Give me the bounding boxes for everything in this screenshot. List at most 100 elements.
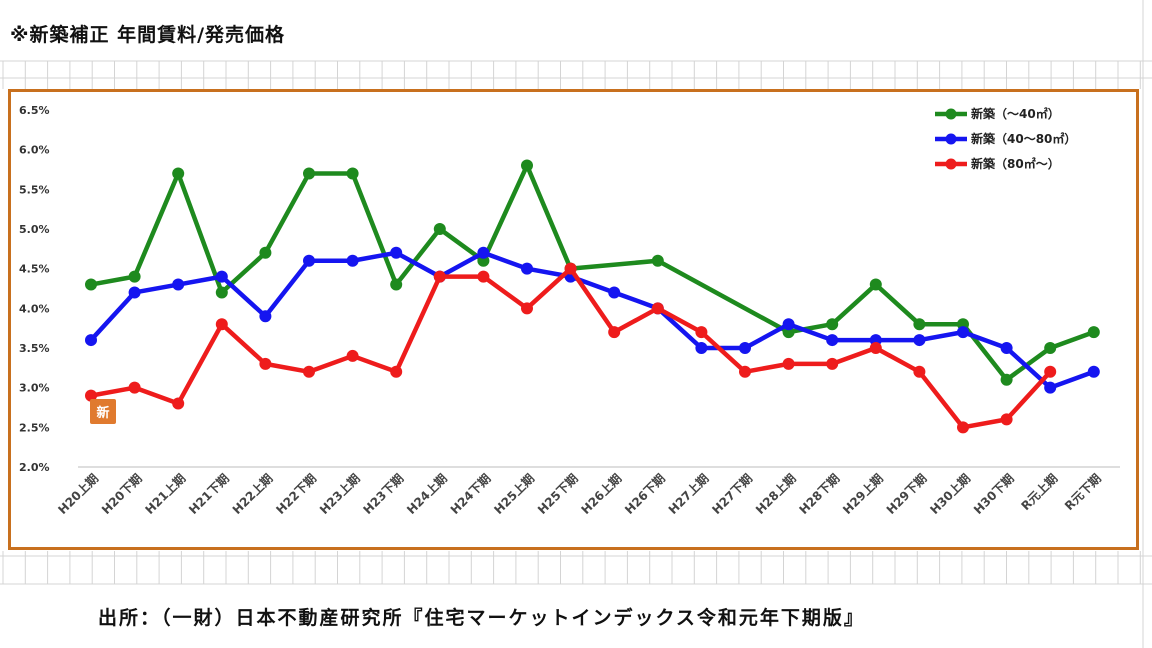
data-point bbox=[85, 334, 97, 347]
x-tick-label: H25下期 bbox=[534, 471, 580, 517]
data-point bbox=[1044, 365, 1057, 378]
y-tick-label: 6.0% bbox=[19, 144, 50, 157]
data-point bbox=[1044, 381, 1057, 394]
page-title: ※新築補正 年間賃料/発売価格 bbox=[10, 24, 286, 46]
data-point bbox=[564, 262, 577, 275]
data-point bbox=[913, 318, 926, 331]
data-point bbox=[172, 167, 185, 180]
data-point bbox=[608, 286, 621, 299]
data-point bbox=[695, 326, 708, 339]
x-tick-label: H30下期 bbox=[970, 471, 1016, 517]
data-point bbox=[215, 318, 228, 331]
data-point bbox=[651, 302, 664, 315]
y-tick-label: 3.5% bbox=[19, 342, 50, 355]
data-point bbox=[128, 286, 141, 299]
x-tick-label: R元下期 bbox=[1061, 471, 1104, 514]
data-point bbox=[128, 270, 141, 283]
data-point bbox=[1087, 326, 1100, 339]
x-tick-label: H27上期 bbox=[665, 471, 711, 517]
y-tick-label: 2.0% bbox=[19, 461, 50, 474]
x-tick-label: H25上期 bbox=[491, 471, 537, 517]
data-point bbox=[303, 254, 315, 267]
data-point bbox=[782, 357, 795, 370]
data-point bbox=[172, 278, 185, 291]
data-point bbox=[695, 342, 708, 354]
data-point bbox=[477, 246, 490, 259]
x-tick-label: H28上期 bbox=[752, 471, 798, 517]
x-tick-label: H26下期 bbox=[621, 471, 667, 517]
stamp-background bbox=[90, 399, 116, 424]
x-tick-label: H27下期 bbox=[709, 471, 755, 517]
x-tick-label: H24下期 bbox=[447, 471, 493, 517]
data-point bbox=[739, 365, 751, 378]
data-point bbox=[259, 357, 272, 370]
data-point bbox=[869, 342, 882, 354]
data-point bbox=[739, 342, 751, 354]
stamp-icon: 新 bbox=[90, 399, 116, 424]
x-tick-label: H28下期 bbox=[796, 471, 842, 517]
data-point bbox=[172, 397, 185, 410]
x-tick-label: H21下期 bbox=[185, 471, 231, 517]
x-tick-label: H29上期 bbox=[839, 471, 885, 517]
data-point bbox=[826, 318, 839, 331]
data-point bbox=[1000, 342, 1013, 354]
y-tick-label: 5.0% bbox=[19, 223, 50, 236]
data-point bbox=[521, 262, 533, 275]
data-point bbox=[390, 246, 403, 259]
data-point bbox=[608, 326, 621, 339]
legend-marker bbox=[945, 108, 957, 120]
y-tick-label: 5.5% bbox=[19, 183, 50, 196]
data-point bbox=[390, 278, 403, 291]
data-point bbox=[346, 167, 359, 180]
x-tick-label: H20下期 bbox=[98, 471, 144, 517]
data-point bbox=[477, 270, 490, 283]
x-tick-label: H22上期 bbox=[229, 471, 275, 517]
x-tick-label: H23上期 bbox=[316, 471, 362, 517]
data-point bbox=[913, 365, 926, 378]
data-point bbox=[215, 270, 228, 283]
x-tick-label: H29下期 bbox=[883, 471, 929, 517]
data-point bbox=[782, 318, 795, 331]
series-line bbox=[90, 266, 1052, 430]
data-point bbox=[957, 326, 969, 339]
data-point bbox=[346, 254, 359, 267]
x-tick-label: H21上期 bbox=[142, 471, 188, 517]
data-point bbox=[346, 349, 359, 362]
data-point bbox=[913, 334, 926, 347]
data-point bbox=[826, 357, 839, 370]
x-tick-label: H26上期 bbox=[578, 471, 624, 517]
legend-label: 新築（40～80㎡） bbox=[971, 131, 1076, 146]
x-tick-label: H20上期 bbox=[55, 471, 101, 517]
data-point bbox=[1044, 342, 1057, 354]
data-point bbox=[390, 365, 403, 378]
data-point bbox=[521, 302, 533, 315]
y-tick-label: 6.5% bbox=[19, 104, 50, 117]
source-note: 出所：（一財）日本不動産研究所『住宅マーケットインデックス令和元年下期版』 bbox=[98, 607, 865, 629]
y-tick-label: 4.5% bbox=[19, 263, 50, 276]
data-point bbox=[259, 310, 272, 323]
x-tick-label: H24上期 bbox=[403, 471, 449, 517]
data-point bbox=[869, 278, 882, 291]
data-point bbox=[651, 254, 664, 267]
data-point bbox=[1087, 365, 1100, 378]
stamp-text: 新 bbox=[96, 405, 109, 421]
legend-label: 新築（～40㎡） bbox=[971, 106, 1060, 121]
y-tick-label: 3.0% bbox=[19, 382, 50, 395]
x-tick-label: H22下期 bbox=[273, 471, 319, 517]
x-tick-label: H30上期 bbox=[927, 471, 973, 517]
x-tick-label: H23下期 bbox=[360, 471, 406, 517]
legend-marker bbox=[945, 133, 957, 145]
y-tick-label: 4.0% bbox=[19, 302, 50, 315]
data-point bbox=[303, 167, 315, 180]
series-line bbox=[89, 250, 1095, 390]
data-point bbox=[1000, 413, 1013, 426]
data-point bbox=[85, 389, 97, 402]
data-point bbox=[303, 365, 315, 378]
chart-frame: 2.0% 2.5% 3.0% 3.5% 4.0% 4.5% 5.0% 5.5% 6.0% 6.5%… bbox=[8, 89, 1139, 550]
series-line bbox=[90, 163, 1095, 382]
data-point bbox=[433, 270, 446, 283]
data-point bbox=[521, 159, 533, 172]
data-point bbox=[259, 246, 272, 259]
legend-marker bbox=[945, 158, 957, 170]
